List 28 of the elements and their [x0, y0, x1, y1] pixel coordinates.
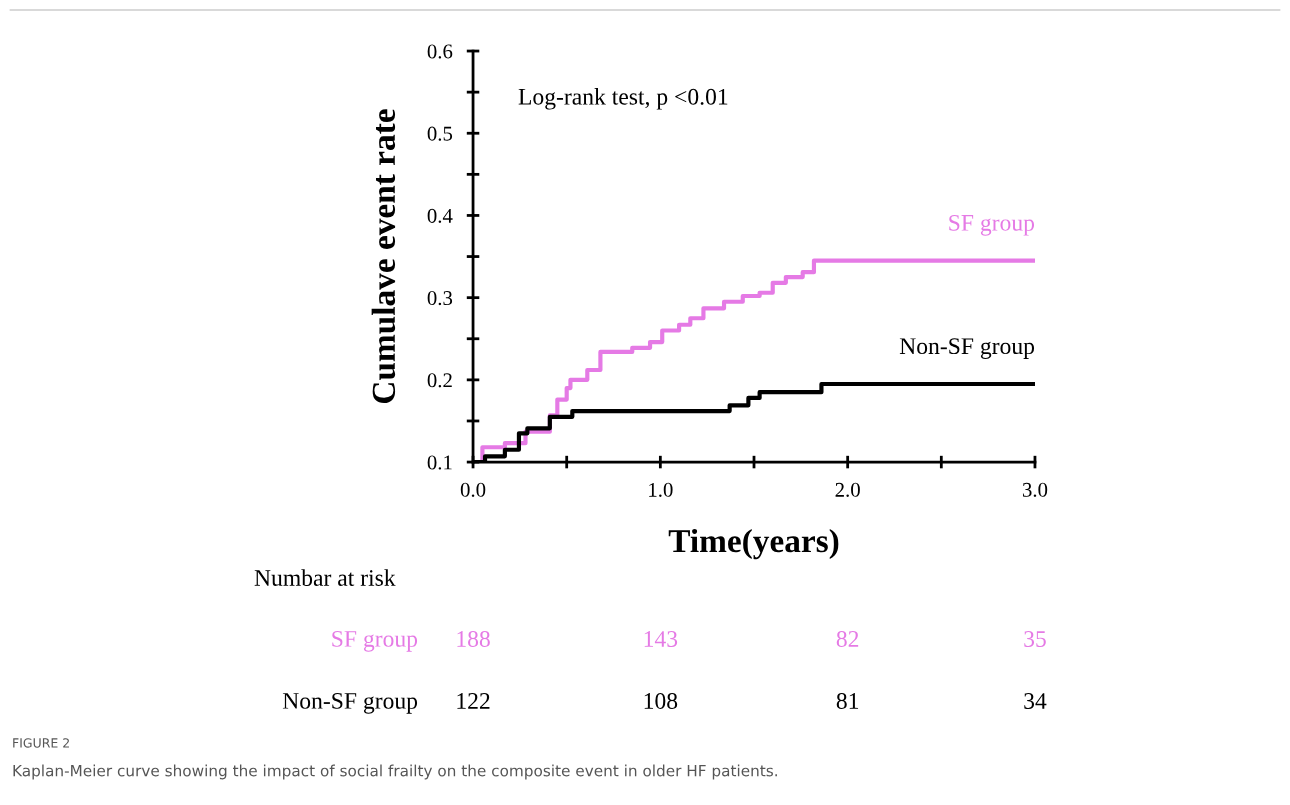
y-axis-title: Cumulave event rate — [371, 109, 396, 404]
annotation: Log-rank test, p <0.01 — [518, 88, 728, 110]
series-label: Non-SF group — [899, 338, 1035, 359]
x-axis-title: Time(years) — [668, 528, 839, 560]
text: 108 — [644, 692, 678, 709]
x-tick-label: 3.0 — [1022, 482, 1048, 497]
caption: FIGURE 2 — [13, 738, 69, 748]
text: 82 — [836, 630, 859, 647]
y-tick-label: 0.3 — [427, 291, 453, 306]
text: 143 — [644, 631, 678, 647]
x-tick-label: 2.0 — [835, 482, 860, 497]
series-label: SF group — [949, 214, 1035, 236]
y-tick-label: 0.2 — [427, 373, 452, 388]
x-tick-label: 0.0 — [460, 482, 486, 497]
y-tick-label: 0.5 — [427, 126, 453, 141]
text: 81 — [836, 692, 859, 709]
x-tick-label: 1.0 — [649, 482, 673, 497]
text: 35 — [1024, 631, 1046, 647]
text: Non-SF group — [282, 692, 418, 714]
text: Kaplan-Meier curve showing the impact of social frailty on the composite event in older HF patients. — [13, 764, 777, 780]
text: SF group — [332, 630, 418, 652]
y-tick-label: 0.6 — [427, 44, 453, 59]
text: 188 — [457, 630, 490, 647]
text: 122 — [457, 693, 490, 709]
y-tick-label: 0.4 — [427, 208, 453, 223]
text: Numbar at risk — [254, 569, 396, 586]
y-tick-label: 0.1 — [427, 455, 452, 470]
text: 34 — [1024, 693, 1047, 709]
